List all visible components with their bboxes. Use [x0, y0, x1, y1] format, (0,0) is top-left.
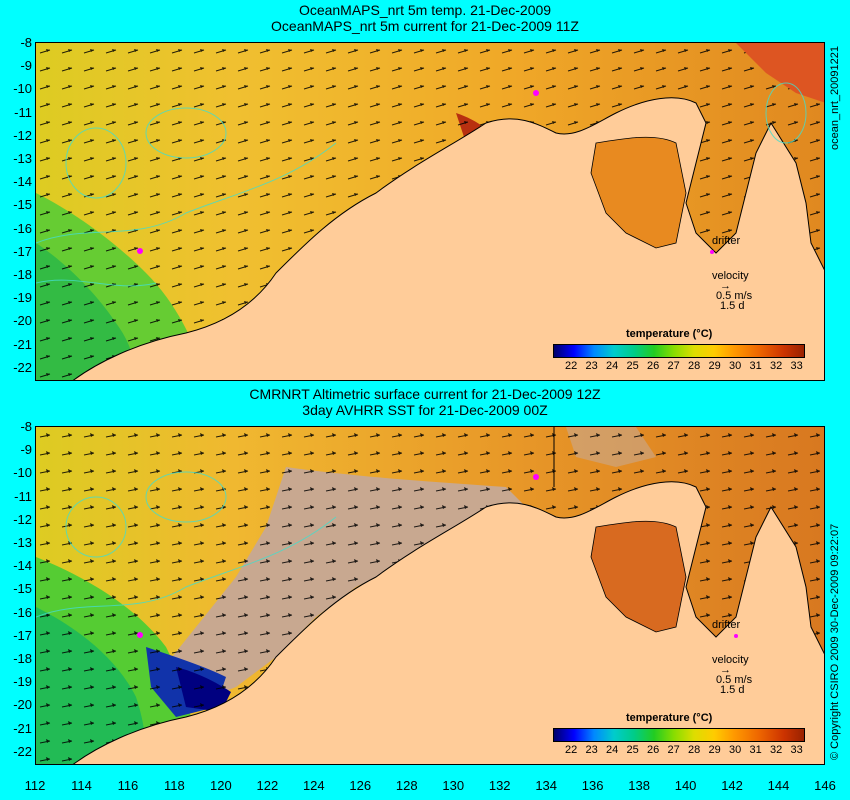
bottom-lat-tick: -9	[20, 442, 32, 458]
bottom-lat-tick: -8	[20, 419, 32, 434]
bottom-lat-tick: -17	[13, 627, 32, 643]
lon-tick: 124	[302, 778, 325, 793]
top-lat-tick: -10	[13, 81, 32, 97]
top-lat-tick: -13	[13, 151, 32, 166]
bottom-lat-tick: -15	[13, 581, 32, 597]
colorbar-tick: 28	[688, 744, 701, 756]
top-lat-tick: -17	[13, 243, 32, 259]
lon-tick: 118	[164, 778, 185, 793]
bottom-lat-tick: -14	[13, 558, 32, 574]
bottom-map-panel: drifter velocity → 0.5 m/s 1.5 d tempera…	[35, 426, 825, 765]
lon-tick: 120	[210, 778, 232, 793]
lon-tick: 138	[628, 778, 650, 793]
bottom-lat-tick: -22	[13, 743, 32, 759]
colorbar-tick: 29	[708, 744, 721, 756]
colorbar-tick: 28	[688, 360, 701, 372]
colorbar-tick: 29	[708, 360, 721, 372]
top-velocity-arrow-icon: →	[720, 280, 731, 292]
bottom-velocity-time: 1.5 d	[720, 684, 745, 696]
top-colorbar	[553, 344, 805, 358]
bottom-lat-tick: -21	[13, 720, 32, 736]
top-lat-tick: -22	[13, 359, 32, 375]
bottom-velocity-label: velocity	[712, 654, 749, 666]
colorbar-tick: 31	[749, 360, 762, 372]
colorbar-tick: 22	[565, 744, 578, 756]
bottom-title-line2: 3day AVHRR SST for 21-Dec-2009 00Z	[302, 402, 548, 418]
colorbar-tick: 22	[565, 360, 578, 372]
colorbar-tick: 33	[790, 360, 803, 372]
bottom-velocity-arrow-icon: →	[720, 664, 731, 676]
top-title-line1: OceanMAPS_nrt 5m temp. 21-Dec-2009	[298, 2, 552, 18]
bottom-colorbar-ticks: 22 23 24 25 26 27 28 29 30 31 32 33	[553, 744, 803, 758]
colorbar-tick: 30	[729, 744, 742, 756]
bottom-lat-tick: -20	[13, 697, 32, 713]
lon-tick: 128	[395, 778, 418, 793]
bottom-map-graphic	[36, 427, 824, 764]
colorbar-tick: 27	[667, 744, 680, 756]
bottom-lat-tick: -18	[13, 651, 32, 666]
top-velocity-time: 1.5 d	[720, 300, 745, 312]
lon-tick: 126	[349, 778, 372, 793]
top-lat-tick: -20	[13, 313, 32, 329]
colorbar-tick: 30	[729, 360, 742, 372]
bottom-legend-title: temperature (°C)	[626, 712, 713, 724]
top-colorbar-ticks: 22 23 24 25 26 27 28 29 30 31 32 33	[553, 360, 803, 374]
colorbar-tick: 26	[647, 360, 660, 372]
top-lat-tick: -8	[20, 35, 32, 50]
lon-tick: 122	[256, 778, 279, 793]
lon-tick: 134	[535, 778, 558, 793]
top-map-panel: drifter velocity → 0.5 m/s 1.5 d tempera…	[35, 42, 825, 381]
lon-tick: 142	[721, 778, 743, 793]
bottom-lat-tick: -13	[13, 535, 32, 550]
bottom-drifter-label: drifter	[712, 619, 741, 631]
colorbar-tick: 25	[626, 360, 639, 372]
colorbar-tick: 24	[606, 744, 619, 756]
top-side-label: ocean_nrt_20091221	[829, 46, 841, 150]
top-legend-title: temperature (°C)	[626, 328, 713, 340]
top-map-graphic	[36, 43, 824, 380]
lon-tick: 144	[767, 778, 790, 793]
top-lat-tick: -21	[13, 336, 32, 352]
bottom-side-label: © Copyright CSIRO 2009 30-Dec-2009 09:22…	[829, 523, 841, 760]
top-lat-tick: -11	[14, 104, 32, 120]
bottom-lat-tick: -16	[13, 604, 32, 620]
colorbar-tick: 26	[647, 744, 660, 756]
colorbar-tick: 24	[606, 360, 619, 372]
lon-tick: 136	[581, 778, 604, 793]
colorbar-tick: 23	[585, 744, 598, 756]
bottom-lat-tick: -11	[14, 488, 32, 504]
bottom-lat-tick: -19	[13, 674, 32, 690]
top-title-line2: OceanMAPS_nrt 5m current for 21-Dec-2009…	[271, 18, 579, 34]
bottom-colorbar	[553, 728, 805, 742]
lon-tick: 130	[442, 778, 465, 793]
colorbar-tick: 23	[585, 360, 598, 372]
colorbar-tick: 32	[770, 360, 783, 372]
top-lat-tick: -9	[20, 58, 32, 74]
lon-tick: 146	[814, 778, 836, 793]
bottom-lat-tick: -12	[13, 511, 32, 527]
top-velocity-label: velocity	[712, 270, 749, 282]
bottom-velocity-scale: 0.5 m/s	[716, 674, 753, 686]
colorbar-tick: 32	[770, 744, 783, 756]
colorbar-tick: 27	[667, 360, 680, 372]
lon-tick: 112	[24, 778, 46, 793]
lon-tick: 140	[674, 778, 697, 793]
top-lat-tick: -19	[13, 290, 32, 306]
bottom-lat-tick: -10	[13, 465, 32, 481]
bottom-title-line1: CMRNRT Altimetric surface current for 21…	[249, 386, 601, 402]
top-velocity-scale: 0.5 m/s	[716, 290, 753, 302]
top-lat-tick: -15	[13, 197, 32, 213]
colorbar-tick: 33	[790, 744, 803, 756]
lon-tick: 132	[488, 778, 511, 793]
top-lat-tick: -18	[13, 267, 32, 282]
top-lat-tick: -16	[13, 220, 32, 236]
colorbar-tick: 31	[749, 744, 762, 756]
lon-tick: 114	[71, 778, 92, 793]
top-lat-tick: -14	[13, 174, 32, 190]
top-lat-tick: -12	[13, 127, 32, 143]
colorbar-tick: 25	[626, 744, 639, 756]
top-drifter-label: drifter	[712, 235, 741, 247]
lon-tick: 116	[117, 778, 139, 793]
